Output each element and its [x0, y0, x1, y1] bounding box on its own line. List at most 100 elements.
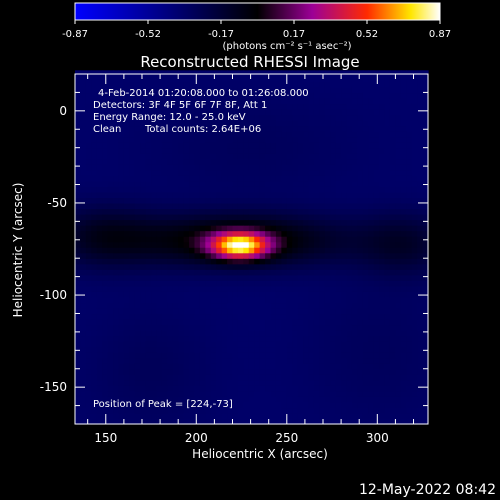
- heatmap-cell: [259, 230, 266, 237]
- heatmap-cell: [330, 307, 337, 315]
- heatmap-cell: [113, 97, 120, 105]
- heatmap-cell: [107, 70, 114, 77]
- heatmap-cell: [75, 368, 82, 375]
- heatmap-cell: [411, 97, 418, 105]
- heatmap-cell: [275, 236, 282, 243]
- heatmap-cell: [243, 125, 250, 132]
- heatmap-cell: [357, 368, 364, 375]
- heatmap-cell: [417, 236, 424, 243]
- heatmap-cell: [248, 214, 255, 221]
- heatmap-cell: [134, 153, 141, 160]
- heatmap-cell: [199, 319, 206, 326]
- heatmap-cell: [417, 114, 424, 121]
- heatmap-cell: [151, 313, 158, 320]
- heatmap-cell: [189, 158, 196, 165]
- heatmap-cell: [161, 379, 168, 386]
- heatmap-cell: [292, 291, 299, 298]
- heatmap-cell: [161, 269, 168, 276]
- heatmap-cell: [85, 164, 92, 171]
- heatmap-cell: [259, 197, 266, 204]
- heatmap-cell: [237, 230, 244, 237]
- heatmap-cell: [134, 197, 141, 204]
- heatmap-cell: [265, 313, 272, 320]
- heatmap-cell: [341, 230, 348, 237]
- heatmap-cell: [123, 175, 130, 182]
- heatmap-cell: [400, 379, 407, 386]
- heatmap-cell: [265, 202, 272, 210]
- heatmap-cell: [205, 125, 212, 132]
- heatmap-cell: [362, 401, 369, 409]
- heatmap-cell: [351, 341, 358, 348]
- heatmap-cell: [368, 225, 375, 232]
- heatmap-cell: [357, 258, 364, 265]
- heatmap-cell: [313, 208, 320, 215]
- heatmap-cell: [395, 219, 402, 226]
- heatmap-cell: [259, 324, 266, 331]
- heatmap-cell: [156, 120, 163, 127]
- heatmap-cell: [216, 175, 223, 182]
- heatmap-cell: [189, 335, 196, 342]
- heatmap-cell: [368, 385, 375, 392]
- heatmap-cell: [373, 385, 380, 392]
- heatmap-cell: [107, 180, 114, 187]
- heatmap-cell: [216, 186, 223, 193]
- heatmap-cell: [216, 86, 223, 94]
- heatmap-cell: [308, 191, 315, 199]
- heatmap-cell: [422, 302, 429, 309]
- heatmap-cell: [411, 147, 418, 154]
- heatmap-cell: [189, 219, 196, 226]
- heatmap-cell: [330, 109, 337, 116]
- heatmap-cell: [129, 175, 136, 182]
- heatmap-cell: [129, 346, 136, 353]
- heatmap-cell: [194, 86, 201, 94]
- heatmap-cell: [286, 385, 293, 392]
- heatmap-cell: [254, 291, 261, 298]
- heatmap-cell: [194, 269, 201, 276]
- heatmap-cell: [102, 225, 109, 232]
- heatmap-cell: [341, 158, 348, 165]
- heatmap-cell: [194, 291, 201, 298]
- heatmap-cell: [118, 81, 125, 88]
- heatmap-cell: [194, 274, 201, 281]
- heatmap-cell: [91, 324, 98, 331]
- heatmap-cell: [346, 335, 353, 342]
- heatmap-cell: [118, 324, 125, 331]
- heatmap-cell: [422, 158, 429, 165]
- heatmap-cell: [172, 263, 179, 270]
- heatmap-cell: [145, 313, 152, 320]
- heatmap-cell: [373, 241, 380, 248]
- heatmap-cell: [384, 346, 391, 353]
- heatmap-cell: [292, 263, 299, 270]
- heatmap-cell: [232, 307, 239, 315]
- heatmap-cell: [254, 81, 261, 88]
- heatmap-cell: [221, 142, 228, 149]
- heatmap-cell: [286, 396, 293, 403]
- heatmap-cell: [227, 335, 234, 342]
- heatmap-cell: [227, 319, 234, 326]
- heatmap-cell: [156, 202, 163, 210]
- heatmap-cell: [113, 202, 120, 210]
- heatmap-cell: [275, 335, 282, 342]
- heatmap-cell: [134, 412, 141, 420]
- heatmap-cell: [417, 180, 424, 187]
- heatmap-cell: [205, 247, 212, 254]
- heatmap-cell: [384, 324, 391, 331]
- heatmap-cell: [205, 296, 212, 304]
- heatmap-cell: [189, 142, 196, 149]
- heatmap-cell: [140, 252, 147, 259]
- heatmap-cell: [330, 390, 337, 397]
- heatmap-cell: [292, 120, 299, 127]
- heatmap-cell: [199, 92, 206, 99]
- heatmap-cell: [422, 131, 429, 138]
- heatmap-cell: [210, 247, 217, 254]
- heatmap-cell: [205, 263, 212, 270]
- colorbar-ticks: -0.87 -0.52 -0.17 0.17 0.52 0.87: [62, 20, 451, 40]
- heatmap-cell: [275, 202, 282, 210]
- heatmap-cell: [140, 368, 147, 375]
- heatmap-cell: [243, 368, 250, 375]
- heatmap-cell: [75, 186, 82, 193]
- heatmap-cell: [140, 241, 147, 248]
- heatmap-cell: [368, 241, 375, 248]
- heatmap-cell: [265, 302, 272, 309]
- heatmap-cell: [341, 147, 348, 154]
